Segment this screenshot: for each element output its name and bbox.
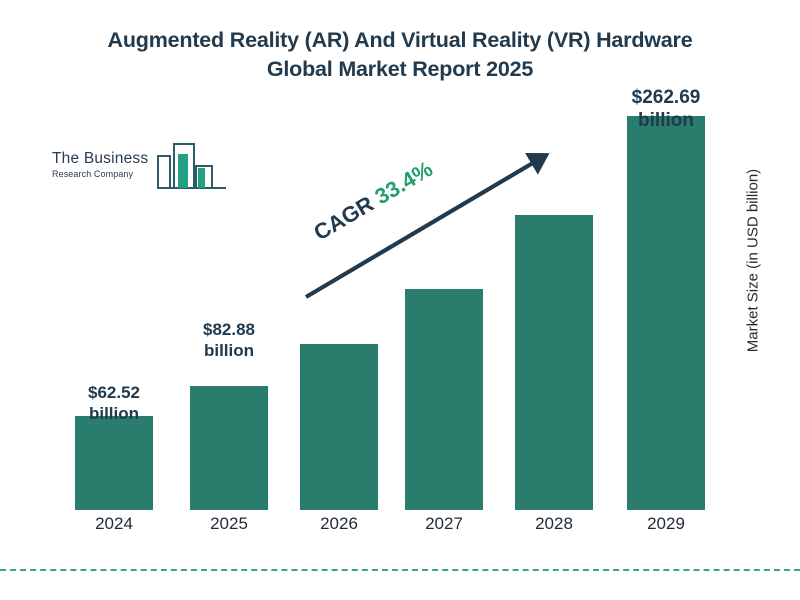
y-axis-title: Market Size (in USD billion) [744,168,762,353]
cagr-value: 33.4% [370,156,437,210]
x-tick-2028: 2028 [535,514,573,533]
cagr-label: CAGR [309,190,378,246]
bar-chart-logo-icon [157,143,226,189]
x-tick-2026: 2026 [320,514,358,533]
value-label-2025: $82.88 billion [177,320,281,361]
value-label-2024: $62.52 billion [62,383,166,424]
x-tick-2025: 2025 [210,514,248,533]
bar-2025[interactable] [190,385,268,510]
x-tick-2027: 2027 [425,514,463,533]
bar-2026[interactable] [300,344,378,510]
logo-name-line-1: The Business [52,150,149,167]
page-title: Augmented Reality (AR) And Virtual Reali… [60,26,740,83]
x-tick-2029: 2029 [647,514,685,533]
value-label-2025-amount: $82.88 [203,320,255,339]
logo-name-line-2: Research Company [52,168,134,179]
bar-2027[interactable] [405,288,483,510]
bar-2029[interactable] [627,115,705,510]
value-label-2029-amount: $262.69 [631,87,701,108]
cagr-annotation: CAGR 33.4% [309,156,437,246]
value-label-2024-amount: $62.52 [88,383,140,402]
bar-2024[interactable] [75,416,153,510]
logo-text: The Business Research Company [52,151,170,181]
title-line-1: Augmented Reality (AR) And Virtual Reali… [107,28,693,52]
x-tick-2024: 2024 [95,514,133,533]
footer-divider [0,569,800,571]
value-label-2029: $262.69 billion [594,86,738,132]
value-label-2025-unit: billion [203,340,255,360]
title-line-2: Global Market Report 2025 [266,56,534,81]
company-logo: The Business Research Company [52,143,227,198]
value-label-2029-unit: billion [638,110,694,132]
value-label-2024-unit: billion [88,403,140,423]
bar-2028[interactable] [515,214,593,510]
